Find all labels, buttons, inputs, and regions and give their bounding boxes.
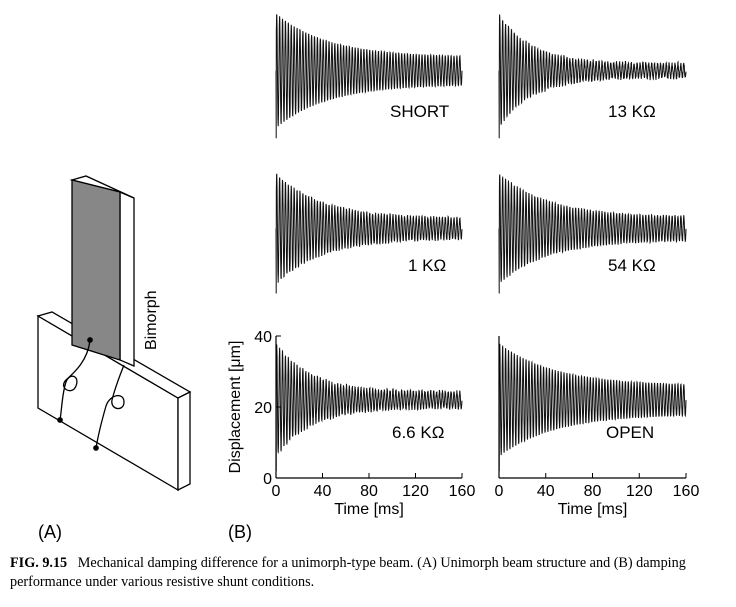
- panel-b-label: (B): [228, 522, 252, 542]
- displacement-trace: [275, 344, 463, 471]
- trace-panel: OPEN 0 40 80 120 160 Time [ms]: [495, 336, 700, 518]
- x-tick-label: 120: [626, 483, 653, 500]
- shunt-condition-label: 1 KΩ: [408, 256, 446, 275]
- bimorph-plate-side: [119, 191, 135, 367]
- trace-panel: 6.6 KΩ 0 40 80 120 160 Time [ms] 0 20 40 Displacem…: [227, 329, 475, 518]
- figure-caption: FIG. 9.15 Mechanical damping difference …: [10, 554, 730, 592]
- trace-panel: 1 KΩ: [275, 173, 463, 294]
- x-tick-label: 0: [272, 483, 281, 500]
- beam-structure-drawing: [36, 175, 192, 492]
- y-tick-label: 20: [254, 400, 272, 417]
- damping-plots: SHORT 13 KΩ 1 KΩ 54 KΩ 6.6 KΩ 0 40 80 120 160 Time…: [227, 14, 699, 518]
- x-tick-label: 80: [584, 483, 602, 500]
- wire-left: [59, 339, 91, 421]
- x-axis-label: Time [ms]: [334, 501, 404, 518]
- displacement-trace: [498, 14, 687, 139]
- y-tick-label: 40: [254, 329, 272, 346]
- trace-panel: 54 KΩ: [498, 174, 687, 294]
- x-tick-label: 160: [673, 483, 700, 500]
- wire-left-top-dot: [87, 337, 93, 343]
- displacement-trace: [275, 173, 463, 294]
- wire-left-end-dot: [57, 417, 63, 423]
- shunt-condition-label: SHORT: [390, 102, 449, 121]
- figure-canvas: Bimorph (A) (B) SHORT 13 KΩ 1 KΩ 54 KΩ 6.6 K…: [36, 14, 699, 542]
- shunt-condition-label: 13 KΩ: [608, 102, 656, 121]
- trace-panel: 13 KΩ: [498, 14, 687, 139]
- trace-panel: SHORT: [275, 14, 463, 139]
- x-tick-label: 80: [360, 483, 378, 500]
- shunt-condition-label: 6.6 KΩ: [392, 423, 444, 442]
- wire-right-end-dot: [93, 445, 99, 451]
- x-tick-label: 160: [449, 483, 476, 500]
- shunt-condition-label: OPEN: [606, 423, 654, 442]
- panel-a-label: (A): [38, 522, 62, 542]
- y-tick-label: 0: [263, 471, 272, 488]
- x-axis-label: Time [ms]: [558, 501, 628, 518]
- caption-label: FIG. 9.15: [10, 555, 68, 571]
- displacement-trace: [498, 343, 687, 471]
- x-tick-label: 40: [537, 483, 555, 500]
- wire-right: [95, 364, 125, 449]
- shunt-condition-label: 54 KΩ: [608, 256, 656, 275]
- caption-text: Mechanical damping difference for a unim…: [10, 555, 686, 590]
- bimorph-label: Bimorph: [143, 290, 160, 350]
- x-tick-label: 120: [402, 483, 429, 500]
- x-tick-label: 0: [495, 483, 504, 500]
- displacement-trace: [275, 14, 463, 139]
- y-axis-label: Displacement [μm]: [227, 341, 244, 474]
- displacement-trace: [498, 174, 687, 294]
- bimorph-plate-front: [71, 179, 121, 361]
- x-tick-label: 40: [314, 483, 332, 500]
- base-block-side: [177, 390, 191, 492]
